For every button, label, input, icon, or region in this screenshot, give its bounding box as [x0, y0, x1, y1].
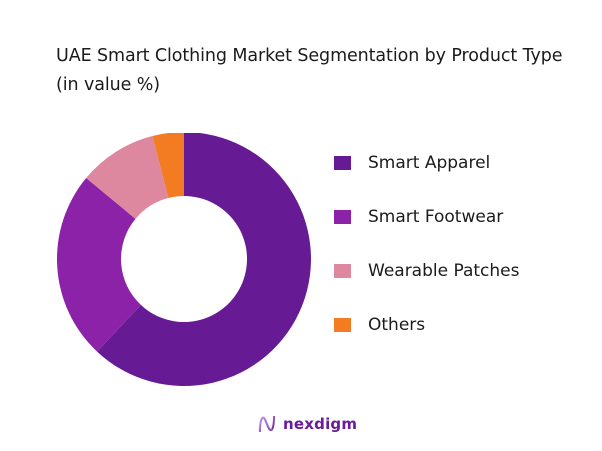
- legend-label: Smart Footwear: [368, 207, 504, 227]
- legend-item-smart-apparel: Smart Apparel: [334, 152, 490, 174]
- legend-label: Others: [368, 315, 426, 335]
- chart-title: UAE Smart Clothing Market Segmentation b…: [56, 46, 563, 95]
- donut-slice-smart-apparel: [97, 133, 311, 386]
- legend-item-wearable-patches: Wearable Patches: [334, 260, 519, 282]
- legend-item-smart-footwear: Smart Footwear: [334, 206, 503, 228]
- donut-chart: [56, 133, 311, 386]
- donut-slice-wearable-patches: [86, 135, 169, 219]
- donut-slice-others: [152, 133, 184, 198]
- legend-label: Wearable Patches: [368, 261, 520, 281]
- nexdigm-wave-icon: [258, 415, 275, 433]
- legend-swatch: [334, 264, 351, 278]
- legend-swatch: [334, 210, 351, 224]
- donut-slice-smart-footwear: [56, 178, 141, 352]
- legend-swatch: [334, 318, 351, 332]
- nexdigm-logo: nexdigm: [257, 414, 357, 434]
- legend-swatch: [334, 156, 351, 170]
- legend-label: Smart Apparel: [368, 153, 491, 173]
- legend-item-others: Others: [334, 314, 425, 336]
- logo-text: nexdigm: [283, 415, 358, 433]
